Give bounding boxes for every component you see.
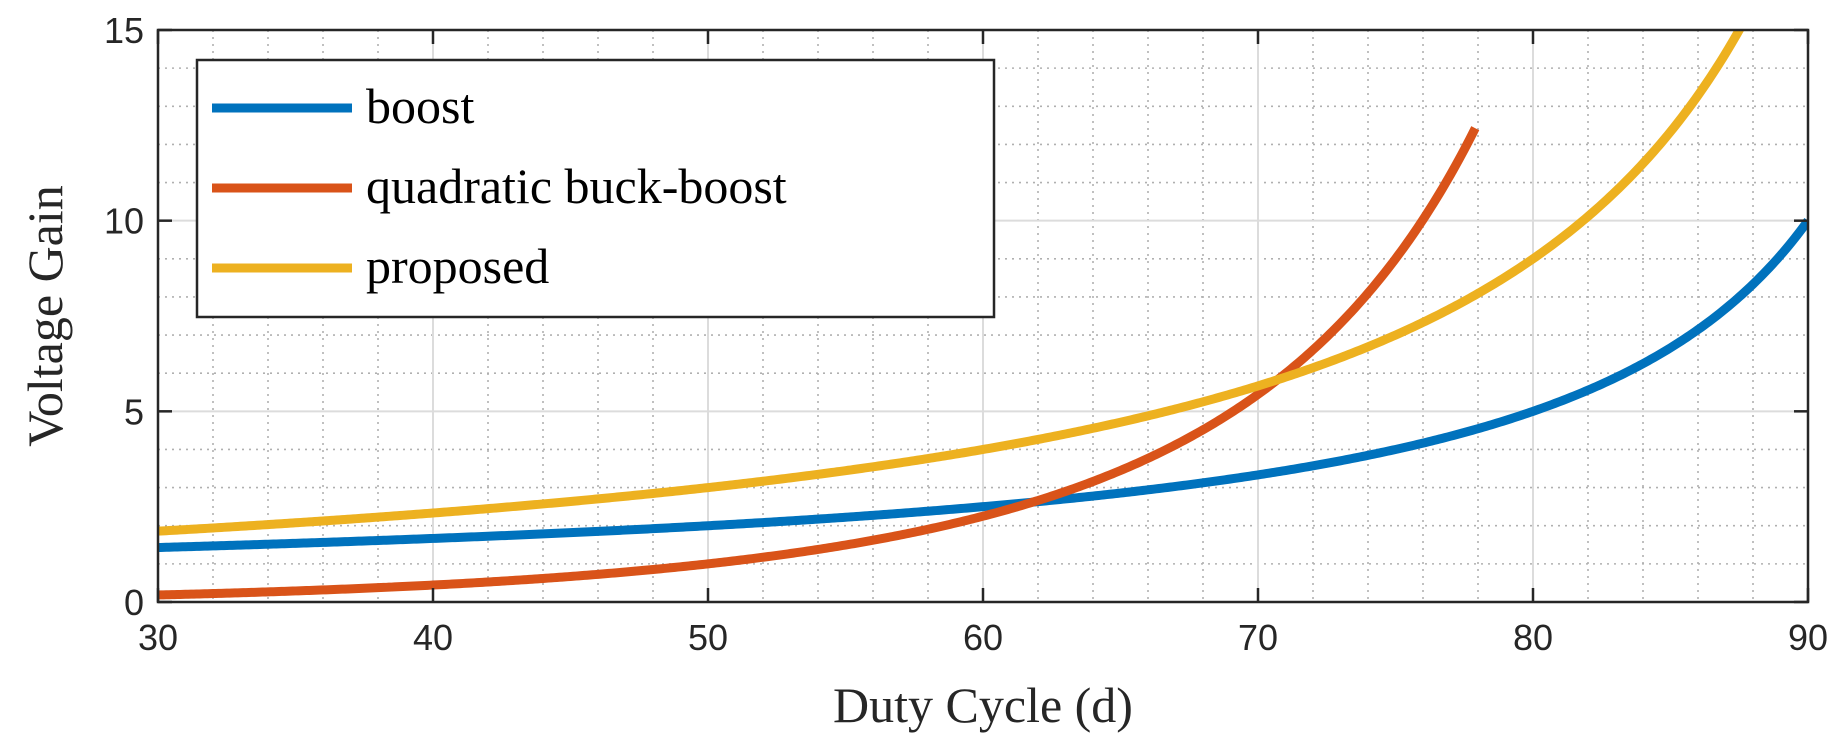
y-tick-label: 10 (104, 201, 144, 242)
x-tick-label: 40 (413, 617, 453, 658)
x-tick-label: 90 (1788, 617, 1828, 658)
series-line-quadratic-buck-boost (158, 126, 1480, 600)
legend-label-proposed: proposed (366, 238, 549, 294)
y-tick-label: 15 (104, 10, 144, 51)
y-tick-label: 5 (124, 391, 144, 432)
series-line-boost (158, 218, 1808, 553)
series-lines (158, 30, 1808, 600)
y-axis-title: Voltage Gain (17, 185, 73, 447)
x-tick-label: 30 (138, 617, 178, 658)
x-axis-title: Duty Cycle (d) (833, 677, 1133, 733)
legend-label-quadratic-buck-boost: quadratic buck-boost (366, 158, 787, 214)
legend-label-boost: boost (366, 78, 474, 134)
series-line-proposed (158, 30, 1745, 536)
legend: boost quadratic buck-boost proposed (195, 58, 996, 319)
y-tick-label: 0 (124, 582, 144, 623)
x-tick-label: 50 (688, 617, 728, 658)
x-tick-label: 80 (1513, 617, 1553, 658)
axis-ticks (156, 28, 1810, 604)
tick-labels: 30 40 50 60 70 80 90 0 5 10 15 (104, 10, 1828, 658)
x-tick-label: 70 (1238, 617, 1278, 658)
x-tick-label: 60 (963, 617, 1003, 658)
